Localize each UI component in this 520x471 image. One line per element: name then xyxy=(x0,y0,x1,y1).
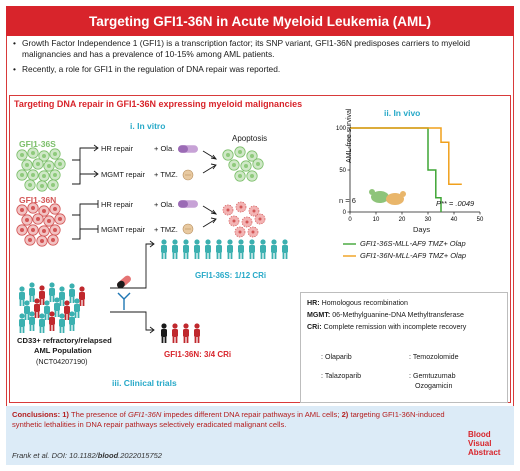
series-line-1 xyxy=(350,127,462,186)
talazoparib-pill-icon xyxy=(117,275,131,289)
conclusion-lead: Conclusions: 1) xyxy=(12,410,69,419)
chart-x-label: Days xyxy=(413,225,431,234)
results-panel xyxy=(9,95,511,403)
legend-def: Complete remission with incomplete recov… xyxy=(323,323,467,331)
x-tick-label: 10 xyxy=(373,217,380,223)
gfi1-36s-pathway-arrows xyxy=(72,144,99,185)
abbreviation-legend: HR: Homologous recombination MGMT: 06-Me… xyxy=(300,292,508,403)
tmz-label: + TMZ. xyxy=(154,225,178,234)
legend-talazoparib: : Talazoparib xyxy=(321,372,362,380)
y-tick-label: 100 xyxy=(336,126,347,132)
in-vitro-label: i. In vitro xyxy=(130,121,166,131)
result-36s: GFI1-36S: 1/12 CRi xyxy=(195,271,267,280)
result-36n: GFI1-36N: 3/4 CRi xyxy=(164,350,232,359)
citation: Frank et al. DOI: 10.1182/blood.20220157… xyxy=(12,451,162,460)
legend-def: 06-Methylguanine-DNA Methyltransferase xyxy=(332,311,464,319)
clinical-trials-label: iii. Clinical trials xyxy=(112,378,177,388)
trial-id: (NCT04207190) xyxy=(36,357,88,366)
olaparib-label: + Ola. xyxy=(154,144,175,153)
badge-line: Abstract xyxy=(468,448,501,457)
citation-suffix: .2022015752 xyxy=(118,451,162,460)
conclusion-part: The presence of xyxy=(70,410,126,419)
x-tick-label: 20 xyxy=(399,217,406,223)
outcome-arrows xyxy=(202,150,218,228)
badge-line: Blood xyxy=(468,430,491,439)
conclusion-panel xyxy=(6,406,514,465)
citation-prefix: Frank et al. DOI: 10.1182/ xyxy=(12,451,98,460)
mgmt-repair-label: MGMT repair xyxy=(101,225,146,234)
y-tick-label: 50 xyxy=(339,168,346,174)
intro-section: Growth Factor Independence 1 (GFI1) is a… xyxy=(10,38,510,92)
legend-key: CRi: xyxy=(307,323,322,331)
section-title: Targeting DNA repair in GFI1-36N express… xyxy=(14,99,303,109)
page-title: Targeting GFI1-36N in Acute Myeloid Leuk… xyxy=(6,6,514,36)
conclusion-num: 2) xyxy=(341,410,349,419)
citation-journal: blood xyxy=(97,451,119,460)
gfi1-36n-label: GFI1-36N xyxy=(19,195,57,205)
x-tick-label: 40 xyxy=(451,217,458,223)
trial-branch-arrows xyxy=(110,240,155,334)
in-vivo-label: ii. In vivo xyxy=(384,108,421,118)
y-tick-label: 0 xyxy=(343,210,347,216)
population-label: CD33+ refractory/relapsed xyxy=(17,336,112,345)
n-label: n = 6 xyxy=(339,196,356,205)
chart-ticks: 0 10 20 30 40 50 0 50 100 xyxy=(336,126,484,223)
hr-repair-label: HR repair xyxy=(101,200,134,209)
legend-temozolomide: : Temozolomide xyxy=(409,353,459,361)
population-label: AML Population xyxy=(34,346,92,355)
legend-def: Homologous recombination xyxy=(321,299,408,307)
legend-36s: GFI1-36S-MLL-AF9 TMZ+ Olap xyxy=(360,239,466,248)
legend-gemtuzumab: : Gemtuzumab xyxy=(409,372,456,380)
olaparib-label: + Ola. xyxy=(154,200,175,209)
legend-key: MGMT: xyxy=(307,311,331,319)
tmz-label: + TMZ. xyxy=(154,170,178,179)
p-value-label: P** = .0049 xyxy=(436,199,475,208)
conclusion-text: Conclusions: 1) The presence of GFI1-36N… xyxy=(12,410,452,430)
antibody-icon xyxy=(117,292,131,310)
x-tick-label: 30 xyxy=(425,217,432,223)
x-tick-label: 0 xyxy=(348,217,352,223)
hr-repair-label: HR repair xyxy=(101,144,134,153)
intro-bullet: Growth Factor Independence 1 (GFI1) is a… xyxy=(10,38,510,60)
legend-36n: GFI1-36N-MLL-AF9 TMZ+ Olap xyxy=(360,251,467,260)
apoptosis-label: Apoptosis xyxy=(232,134,268,143)
legend-olaparib: : Olaparib xyxy=(321,353,352,361)
blood-visual-abstract-logo: Blood Visual Abstract xyxy=(468,430,500,457)
badge-line: Visual xyxy=(468,439,492,448)
mouse-icon xyxy=(369,189,406,205)
intro-bullet: Recently, a role for GFI1 in the regulat… xyxy=(10,64,510,75)
mgmt-repair-label: MGMT repair xyxy=(101,170,146,179)
chart-series xyxy=(350,127,462,212)
legend-key: HR: xyxy=(307,299,320,307)
gfi1-36s-label: GFI1-36S xyxy=(19,139,56,149)
conclusion-part: targeting GFI1-36N-induced synthetic let… xyxy=(12,410,445,429)
conclusion-part: impedes different DNA repair pathways in… xyxy=(163,410,340,419)
x-tick-label: 50 xyxy=(477,217,484,223)
conclusion-gene: GFI1-36N xyxy=(127,410,162,419)
legend-ozogamicin: Ozogamicin xyxy=(415,382,453,390)
gfi1-36n-pathway-inhibition xyxy=(72,200,99,240)
